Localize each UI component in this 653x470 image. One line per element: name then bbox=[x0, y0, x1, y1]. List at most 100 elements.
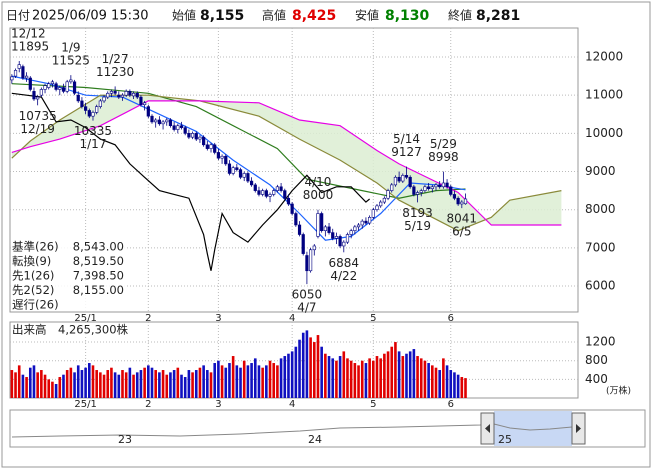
volume-bar bbox=[87, 363, 91, 398]
legend-name: 転換(9) bbox=[12, 254, 51, 268]
volume-bar bbox=[250, 363, 253, 398]
x-tick-label: 6 bbox=[448, 399, 454, 410]
candle-body bbox=[220, 155, 224, 159]
annotation-date: 5/29 bbox=[430, 137, 457, 151]
candle-body bbox=[209, 144, 213, 149]
header-value: 8,155 bbox=[200, 8, 244, 24]
candle-body bbox=[76, 94, 80, 102]
annotation-value: 8998 bbox=[428, 150, 459, 164]
annotation-value: 6884 bbox=[329, 256, 360, 270]
volume-bar bbox=[368, 358, 371, 398]
volume-bar bbox=[117, 374, 121, 398]
volume-bar bbox=[379, 358, 382, 398]
annotation-value: 8000 bbox=[303, 188, 334, 202]
candle-body bbox=[139, 96, 143, 106]
volume-bar bbox=[169, 372, 172, 398]
volume-bar bbox=[305, 330, 309, 398]
candle-body bbox=[401, 175, 405, 182]
volume-bar bbox=[135, 372, 139, 398]
volume-bar bbox=[194, 370, 198, 398]
y-tick-label: 6000 bbox=[585, 279, 616, 293]
annotation-value: 9127 bbox=[391, 145, 422, 159]
volume-bar bbox=[360, 360, 364, 398]
annotation-date: 12/12 bbox=[11, 27, 46, 41]
candle-body bbox=[98, 100, 102, 107]
candle-body bbox=[371, 209, 375, 218]
candle-body bbox=[13, 70, 18, 77]
candle-body bbox=[242, 173, 246, 178]
volume-bar bbox=[272, 363, 276, 398]
volume-label-bg bbox=[11, 323, 131, 337]
candle-body bbox=[382, 197, 386, 203]
navigator-label: 23 bbox=[118, 433, 132, 446]
navigator-label: 25 bbox=[498, 433, 512, 446]
annotation-date: 4/7 bbox=[297, 301, 316, 315]
volume-bar bbox=[445, 365, 449, 398]
candle-body bbox=[356, 224, 361, 228]
y-tick-label: 1200 bbox=[585, 335, 616, 349]
candle-body bbox=[449, 186, 453, 195]
volume-plot: 400 800 1200 25/1 2 3 4 5 6 出来高 4,265,300株 (万株) bbox=[10, 322, 631, 410]
candle-body bbox=[109, 91, 114, 94]
volume-bar bbox=[128, 367, 132, 398]
volume-bar bbox=[239, 367, 242, 398]
candle-body bbox=[146, 106, 150, 117]
volume-bar bbox=[394, 342, 397, 398]
volume-bar bbox=[213, 363, 217, 398]
candle-body bbox=[69, 79, 73, 83]
volume-bar bbox=[279, 358, 283, 398]
legend-name: 遅行(26) bbox=[12, 298, 59, 312]
legend-name: 基準(26) bbox=[12, 240, 59, 254]
volume-bar bbox=[324, 353, 327, 398]
volume-bar bbox=[416, 356, 419, 398]
volume-bar bbox=[456, 374, 460, 398]
annotation-value: 10735 bbox=[19, 109, 57, 123]
candle-body bbox=[28, 77, 32, 90]
candle-body bbox=[17, 64, 21, 69]
annotation-date: 12/19 bbox=[20, 122, 55, 136]
volume-bar bbox=[161, 370, 165, 398]
candle-body bbox=[456, 197, 460, 205]
volume-bar bbox=[95, 370, 98, 398]
candle-body bbox=[253, 184, 257, 191]
volume-bar bbox=[419, 358, 423, 398]
candle-body bbox=[183, 127, 187, 134]
x-tick-label: 25/1 bbox=[74, 399, 96, 410]
annotation-date: 1/17 bbox=[80, 137, 107, 151]
candle-body bbox=[91, 112, 95, 117]
volume-bar bbox=[76, 365, 80, 398]
candle-body bbox=[176, 125, 180, 130]
volume-bar bbox=[124, 372, 128, 398]
volume-bar bbox=[261, 367, 264, 398]
volume-bar bbox=[58, 377, 62, 398]
plot-area bbox=[10, 61, 562, 285]
candle-body bbox=[36, 96, 40, 100]
volume-bar bbox=[242, 360, 246, 398]
candle-body bbox=[463, 198, 468, 205]
volume-bar bbox=[276, 365, 279, 398]
volume-bar bbox=[460, 377, 464, 398]
annotation-date: 5/19 bbox=[404, 219, 431, 233]
candle-body bbox=[187, 133, 191, 138]
candle-body bbox=[283, 190, 287, 199]
annotation-date: 4/10 bbox=[304, 175, 331, 189]
candle-body bbox=[360, 220, 364, 226]
candle-body bbox=[445, 182, 449, 188]
volume-bar bbox=[180, 374, 183, 398]
candle-body bbox=[249, 180, 254, 186]
candle-body bbox=[368, 217, 372, 224]
candle-body bbox=[231, 167, 235, 174]
x-tick-label: 3 bbox=[215, 399, 221, 410]
candle-body bbox=[460, 201, 464, 205]
candle-body bbox=[375, 205, 379, 210]
volume-bar bbox=[102, 374, 106, 398]
candle-body bbox=[404, 175, 409, 178]
candle-body bbox=[124, 91, 128, 96]
candle-body bbox=[331, 232, 335, 239]
candle-body bbox=[423, 186, 427, 191]
candle-body bbox=[84, 106, 88, 111]
volume-bar bbox=[390, 346, 394, 398]
x-tick-label: 5 bbox=[370, 399, 376, 410]
volume-bar bbox=[434, 367, 438, 398]
annotation-date: 5/14 bbox=[393, 132, 420, 146]
